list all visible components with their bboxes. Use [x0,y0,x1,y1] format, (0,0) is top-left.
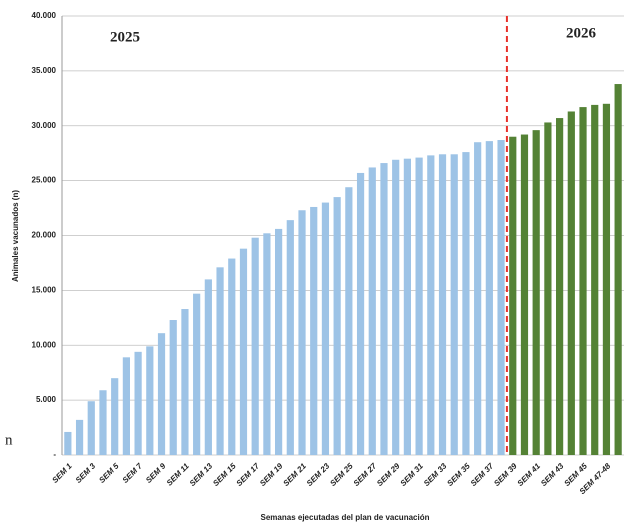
bar [380,163,388,455]
y-tick-label: 20.000 [32,231,57,240]
bar [614,84,622,456]
annotation: 2025 [110,29,140,45]
bar [122,357,130,455]
x-tick-label: SEM 21 [281,461,308,488]
bar [392,159,400,455]
bar [450,154,458,455]
x-tick-label: SEM 11 [165,461,191,487]
bar [356,172,365,455]
bar [427,155,435,455]
x-tick-label: SEM 41 [516,461,543,488]
bar [263,233,271,455]
bar [251,237,259,455]
bar [321,202,330,455]
bar [87,401,95,455]
y-tick-label: 35.000 [32,66,57,75]
bar [602,103,611,456]
side-text: n [5,432,13,448]
bar [556,118,564,455]
x-tick-label: SEM 43 [539,461,566,488]
bar [298,210,306,455]
bar [403,158,411,456]
bar [485,141,493,456]
bar [520,134,529,455]
bar [204,279,212,455]
bar [286,220,294,455]
bar [591,104,599,456]
x-tick-label: SEM 1 [50,461,74,485]
bar [169,320,177,455]
x-tick-label: SEM 37 [469,461,496,488]
bar [228,258,236,455]
bar [310,206,318,455]
x-tick-label: SEM 27 [352,461,379,488]
x-tick-label: SEM 15 [211,461,238,488]
x-axis-label: Semanas ejecutadas del plan de vacunació… [261,513,430,522]
bar [579,107,587,455]
bar [544,122,552,456]
y-tick-label: 15.000 [32,285,57,294]
bar [64,431,72,455]
y-tick-label: 25.000 [32,176,57,185]
x-tick-label: SEM 13 [188,461,215,488]
bar [111,378,119,455]
bar [275,228,283,455]
x-tick-label: SEM 29 [375,461,402,488]
y-tick-label: 40.000 [32,11,57,20]
x-tick-label: SEM 5 [97,461,121,485]
bar [474,142,482,455]
bar [146,346,154,455]
y-tick-label: 30.000 [32,121,57,130]
x-tick-label: SEM 19 [258,461,285,488]
bar [193,293,201,455]
y-tick-label: - [53,450,56,459]
bar [509,136,517,455]
bar [134,351,142,455]
x-tick-label: SEM 17 [235,461,262,488]
bar [415,157,423,455]
bar [181,309,189,455]
bar [216,267,224,455]
bar [438,154,447,455]
bar [567,111,575,456]
y-tick-label: 5.000 [36,395,57,404]
bar [462,152,470,455]
bar [532,130,540,455]
x-tick-label: SEM 39 [492,461,519,488]
bar [368,167,376,455]
bar [497,140,505,455]
y-axis-label: Animales vacunados (n) [11,190,20,282]
bar [99,390,107,455]
y-tick-label: 10.000 [32,340,57,349]
x-tick-label: SEM 7 [121,461,145,485]
annotation: 2026 [566,25,597,41]
x-tick-label: SEM 23 [305,461,332,488]
bar [157,333,166,455]
x-tick-label: SEM 25 [328,461,355,488]
bar [239,248,248,455]
x-tick-label: SEM 33 [422,461,449,488]
x-tick-label: SEM 3 [74,461,98,485]
bar [333,197,341,455]
bar [345,187,353,455]
x-tick-label: SEM 35 [445,461,472,488]
x-tick-label: SEM 31 [399,461,426,488]
bar [75,419,84,455]
